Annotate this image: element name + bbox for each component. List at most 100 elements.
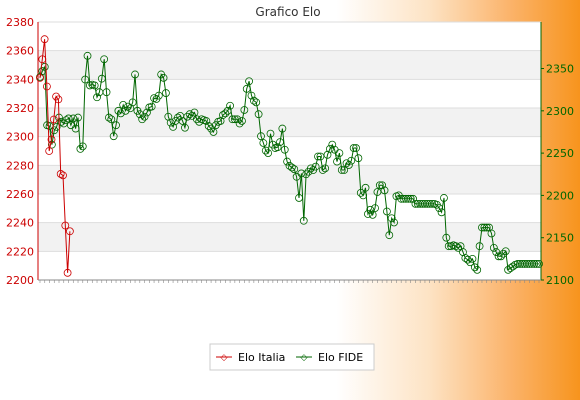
point-elo-fide: [81, 75, 90, 84]
point-elo-fide: [112, 121, 120, 130]
point-elo-fide: [233, 115, 242, 124]
point-elo-fide: [316, 152, 325, 161]
point-elo-italia: [43, 82, 51, 91]
point-elo-fide: [318, 166, 327, 174]
point-elo-fide: [489, 243, 498, 252]
x-axis-ticks: [39, 280, 540, 283]
point-elo-fide: [62, 116, 71, 125]
point-elo-fide: [162, 89, 170, 97]
point-elo-italia: [61, 221, 70, 230]
left-axis-ticks: 2200 2220 2240 2260 2280 2300 2320 2340 2360 2380: [6, 16, 34, 287]
point-elo-fide: [299, 216, 308, 225]
point-elo-fide: [499, 249, 508, 258]
point-elo-fide: [47, 140, 56, 149]
plot-band: [38, 222, 541, 252]
point-elo-fide: [264, 149, 273, 158]
left-tick-label: 2380: [6, 16, 34, 29]
point-elo-fide: [470, 263, 479, 272]
left-tick-label: 2280: [6, 159, 34, 172]
point-elo-fide: [497, 252, 505, 261]
left-tick-label: 2320: [6, 102, 34, 115]
point-elo-fide: [480, 223, 489, 232]
point-elo-fide: [440, 194, 448, 202]
point-elo-fide: [347, 156, 356, 165]
point-elo-italia: [36, 74, 44, 82]
point-elo-fide: [226, 101, 234, 110]
point-elo-fide: [345, 161, 353, 169]
point-elo-fide: [143, 108, 151, 117]
point-elo-fide: [387, 214, 396, 223]
point-elo-fide: [335, 149, 344, 158]
point-elo-fide: [535, 260, 543, 268]
point-elo-italia: [56, 170, 65, 178]
legend-marker-elo-italia: ◇: [221, 353, 228, 363]
point-elo-fide: [252, 98, 261, 107]
point-elo-fide: [454, 243, 463, 252]
point-elo-fide: [428, 199, 436, 208]
left-tick-label: 2200: [6, 274, 34, 287]
point-elo-fide: [302, 170, 311, 179]
point-elo-fide: [185, 110, 194, 119]
line-elo-italia: [39, 39, 71, 273]
point-elo-fide: [202, 117, 211, 125]
right-tick-label: 2350: [546, 63, 574, 76]
point-elo-fide: [364, 210, 372, 218]
point-elo-italia: [49, 115, 58, 124]
point-elo-fide: [230, 115, 239, 124]
point-elo-fide: [128, 98, 137, 107]
point-elo-fide: [78, 142, 87, 151]
point-elo-fide: [356, 188, 365, 197]
point-elo-fide: [468, 254, 477, 263]
point-elo-fide: [373, 188, 382, 196]
point-elo-fide: [107, 115, 116, 124]
point-elo-fide: [221, 109, 230, 118]
point-elo-fide: [352, 144, 360, 152]
point-elo-fide: [368, 210, 377, 219]
point-elo-fide: [240, 106, 249, 114]
legend: ◇ Elo Italia ◇ Elo FIDE: [209, 343, 375, 371]
point-elo-fide: [121, 106, 130, 115]
point-elo-fide: [383, 207, 391, 216]
point-elo-fide: [238, 117, 246, 125]
legend-marker-elo-fide: ◇: [301, 353, 308, 363]
point-elo-fide: [435, 204, 444, 212]
left-tick-label: 2220: [6, 245, 34, 258]
left-tick-label: 2360: [6, 45, 34, 58]
series-elo-italia: [36, 35, 74, 277]
left-tick-label: 2340: [6, 73, 34, 86]
axes: [37, 22, 542, 281]
point-elo-fide: [249, 96, 258, 105]
point-elo-fide: [463, 255, 472, 264]
point-elo-fide: [349, 144, 358, 152]
point-elo-fide: [259, 139, 268, 147]
point-elo-fide: [69, 114, 78, 123]
point-elo-fide: [245, 77, 254, 86]
point-elo-italia: [40, 35, 49, 44]
point-elo-italia: [63, 268, 72, 277]
point-elo-fide: [109, 132, 118, 141]
point-elo-fide: [473, 265, 482, 274]
legend-box: [209, 343, 375, 371]
point-elo-fide: [64, 114, 73, 123]
point-elo-italia: [45, 147, 54, 155]
point-elo-italia: [47, 135, 56, 144]
point-elo-fide: [442, 233, 451, 242]
point-elo-fide: [154, 91, 163, 100]
point-elo-fide: [306, 164, 315, 173]
point-elo-fide: [83, 51, 92, 60]
point-elo-fide: [283, 157, 292, 166]
point-elo-fide: [437, 208, 446, 217]
point-elo-fide: [266, 129, 275, 138]
point-elo-fide: [131, 70, 139, 79]
point-elo-fide: [295, 194, 303, 202]
point-elo-fide: [242, 84, 251, 93]
point-elo-fide: [494, 252, 503, 261]
point-elo-fide: [297, 169, 306, 178]
point-elo-fide: [314, 152, 322, 161]
point-elo-fide: [390, 218, 398, 227]
right-tick-label: 2250: [546, 147, 574, 160]
point-elo-fide: [333, 157, 341, 166]
right-tick-label: 2300: [546, 105, 574, 118]
point-elo-fide: [76, 144, 85, 153]
point-elo-fide: [223, 106, 232, 115]
